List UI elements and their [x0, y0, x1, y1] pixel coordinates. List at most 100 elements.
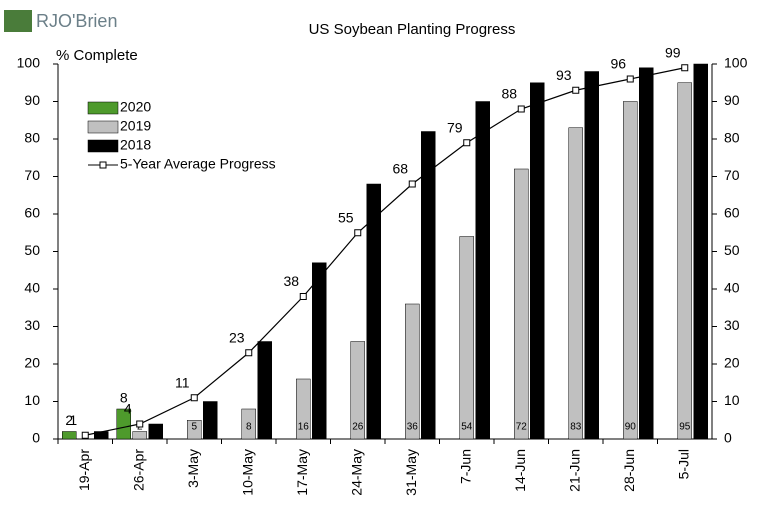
bar — [693, 63, 708, 440]
marker — [354, 229, 362, 237]
y-tick-label: 30 — [24, 317, 40, 333]
data-label: 55 — [338, 209, 354, 225]
marker — [572, 86, 580, 94]
bar — [296, 378, 311, 440]
x-tick-label: 7-Jun — [457, 449, 473, 484]
legend-label: 2018 — [120, 137, 151, 153]
data-label: 95 — [679, 422, 691, 433]
y-tick-label: 40 — [24, 280, 40, 296]
x-tick-label: 10-May — [239, 449, 255, 496]
bar — [148, 423, 163, 440]
x-tick-label: 31-May — [403, 449, 419, 496]
y-axis-label: % Complete — [56, 47, 138, 64]
x-tick-label: 5-Jul — [675, 449, 691, 479]
y2-tick-label: 90 — [724, 92, 740, 108]
legend-swatch — [87, 101, 119, 115]
marker — [408, 180, 416, 188]
data-label: 26 — [352, 422, 364, 433]
bar — [116, 408, 131, 440]
data-label: 79 — [447, 119, 463, 135]
legend-marker — [99, 161, 107, 169]
y-tick-label: 50 — [24, 242, 40, 258]
bar — [203, 401, 218, 440]
marker — [245, 349, 253, 357]
x-tick-label: 21-Jun — [566, 449, 582, 492]
legend-label: 5-Year Average Progress — [120, 156, 276, 172]
data-label: 83 — [570, 422, 582, 433]
data-label: 72 — [516, 422, 528, 433]
data-label: 8 — [246, 422, 252, 433]
y2-tick-label: 80 — [724, 130, 740, 146]
y-tick-label: 0 — [32, 430, 40, 446]
y2-tick-label: 40 — [724, 280, 740, 296]
marker — [136, 420, 144, 428]
marker — [190, 394, 198, 402]
data-label: 96 — [610, 56, 626, 72]
y2-tick-label: 10 — [724, 392, 740, 408]
data-label: 8 — [120, 390, 128, 406]
data-label: 5 — [191, 422, 197, 433]
data-label: 38 — [283, 273, 299, 289]
bar — [623, 101, 638, 440]
data-label: 1 — [69, 412, 77, 428]
bar — [350, 341, 365, 440]
bar — [421, 131, 436, 440]
data-label: 90 — [625, 422, 637, 433]
bar — [677, 82, 692, 440]
bar — [639, 67, 654, 440]
y2-tick-label: 50 — [724, 242, 740, 258]
x-tick-label: 19-Apr — [76, 449, 92, 491]
x-tick-label: 24-May — [348, 449, 364, 496]
x-tick-label: 17-May — [294, 449, 310, 496]
bar — [475, 101, 490, 440]
y-tick-label: 20 — [24, 355, 40, 371]
x-tick-label: 3-May — [185, 449, 201, 488]
bar — [568, 127, 583, 440]
marker — [463, 139, 471, 147]
bar — [312, 262, 327, 440]
data-label: 54 — [461, 422, 473, 433]
marker — [681, 64, 689, 72]
logo: RJO'Brien — [36, 11, 117, 31]
data-label: 4 — [124, 401, 132, 417]
line — [85, 67, 685, 436]
y2-tick-label: 0 — [724, 430, 732, 446]
bar — [405, 303, 420, 440]
y-tick-label: 90 — [24, 92, 40, 108]
bar — [459, 236, 474, 440]
bar — [132, 431, 147, 440]
data-label: 23 — [229, 329, 245, 345]
y-tick-label: 10 — [24, 392, 40, 408]
y2-tick-label: 100 — [724, 55, 748, 71]
y2-tick-label: 30 — [724, 317, 740, 333]
y-tick-label: 60 — [24, 205, 40, 221]
bar — [257, 341, 272, 440]
data-label: 36 — [407, 422, 419, 433]
data-label: 93 — [556, 67, 572, 83]
legend-label: 2020 — [120, 99, 151, 115]
x-tick-label: 26-Apr — [130, 449, 146, 491]
bar — [514, 168, 529, 440]
bar — [530, 82, 545, 440]
bar — [241, 408, 256, 440]
bar — [62, 431, 77, 440]
y-tick-label: 80 — [24, 130, 40, 146]
bar — [187, 420, 202, 440]
marker — [626, 75, 634, 83]
y-tick-label: 100 — [17, 55, 41, 71]
logo-mark — [4, 10, 32, 32]
marker — [81, 431, 89, 439]
data-label: 99 — [665, 44, 681, 60]
data-label: 88 — [501, 86, 517, 102]
data-label: 11 — [175, 374, 190, 390]
x-tick-label: 14-Jun — [512, 449, 528, 492]
marker — [517, 105, 525, 113]
legend-swatch — [87, 139, 119, 153]
data-label: 68 — [392, 161, 408, 177]
y2-tick-label: 20 — [724, 355, 740, 371]
y-tick-label: 70 — [24, 167, 40, 183]
bar — [366, 183, 381, 440]
chart-title: US Soybean Planting Progress — [309, 21, 516, 38]
bar — [584, 71, 599, 440]
legend-swatch — [87, 120, 119, 134]
